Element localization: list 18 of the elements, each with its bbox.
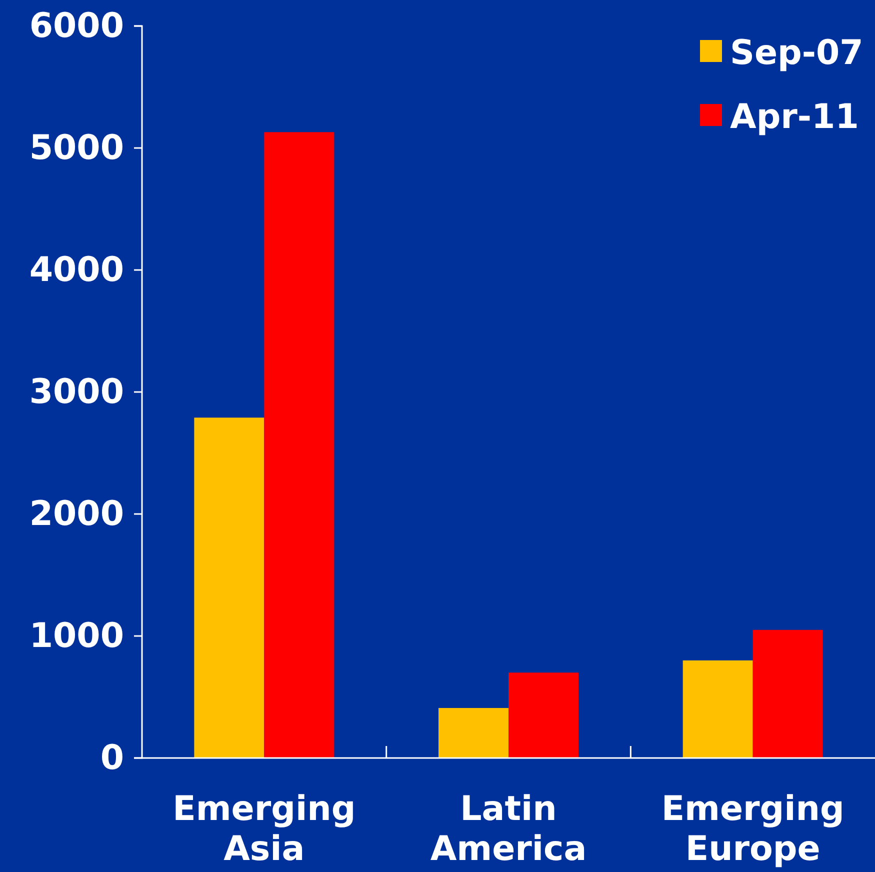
y-tick-label: 5000 xyxy=(29,128,124,168)
y-tick-label: 3000 xyxy=(29,372,124,412)
bar xyxy=(508,672,578,758)
bar xyxy=(194,418,264,758)
y-tick-label: 4000 xyxy=(29,250,124,290)
y-tick-label: 0 xyxy=(100,738,124,778)
x-tick-label: Emerging Asia xyxy=(172,789,356,869)
bar xyxy=(438,708,508,758)
legend-label: Apr-11 xyxy=(730,97,859,137)
y-tick-label: 6000 xyxy=(29,6,124,46)
x-tick-label: Latin America xyxy=(430,789,587,869)
y-tick-label: 1000 xyxy=(29,616,124,656)
bar xyxy=(752,630,823,758)
x-tick-label: Emerging Europe xyxy=(661,789,844,869)
y-tick-label: 2000 xyxy=(29,494,124,534)
bar xyxy=(682,660,753,758)
legend-label: Sep-07 xyxy=(730,33,864,73)
bar xyxy=(264,132,334,758)
